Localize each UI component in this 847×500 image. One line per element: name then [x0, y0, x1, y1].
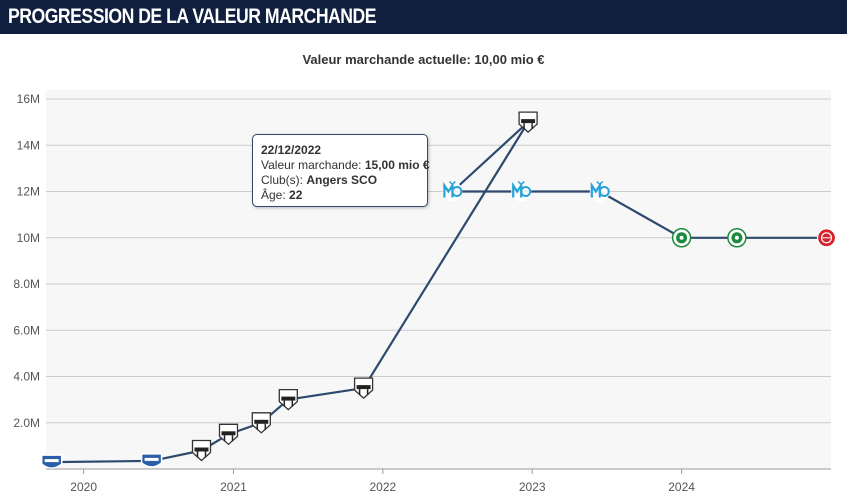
- current-value-subtitle: Valeur marchande actuelle: 10,00 mio €: [302, 52, 545, 67]
- marseille-marker: [442, 180, 463, 202]
- angers-crest-band: [521, 119, 536, 124]
- y-tick-label: 12M: [17, 185, 40, 199]
- marseille-crest-star: [596, 180, 604, 186]
- marseille-crest-star: [517, 180, 525, 186]
- marseille-crest-ring: [598, 186, 610, 197]
- panathinaikos-crest-center: [679, 235, 684, 240]
- angers-marker: [191, 439, 212, 462]
- girona-marker: [816, 228, 837, 248]
- tooltip-club-label: Club(s):: [261, 173, 304, 187]
- y-tick-label: 14M: [17, 138, 40, 152]
- tooltip-club: Angers SCO: [306, 173, 378, 187]
- angers-crest-band: [281, 396, 296, 401]
- y-tick-label: 4.0M: [13, 370, 40, 384]
- marseille-crest-ring: [520, 186, 532, 197]
- angers-crest-band: [221, 431, 236, 436]
- tooltip-value: 15,00 mio €: [364, 158, 430, 172]
- angers-marker: [278, 388, 298, 411]
- y-tick-label: 16M: [17, 92, 40, 106]
- value-tooltip: 22/12/2022 Valeur marchande: 15,00 mio €…: [252, 134, 430, 207]
- x-tick-label: 2022: [369, 480, 396, 494]
- tooltip-value-label: Valeur marchande:: [261, 158, 362, 172]
- troyes-marker: [140, 453, 163, 468]
- section-header: PROGRESSION DE LA VALEUR MARCHANDE: [0, 0, 847, 34]
- panathinaikos-marker: [671, 228, 692, 248]
- tooltip-age-label: Âge:: [261, 188, 286, 202]
- y-axis-ticks: 2.0M 4.0M 6.0M 8.0M 10M 12M 14M 16M: [13, 92, 40, 430]
- troyes-crest-stripe: [144, 457, 159, 461]
- y-tick-label: 8.0M: [13, 277, 40, 291]
- panathinaikos-marker: [727, 228, 747, 248]
- troyes-marker: [40, 454, 63, 469]
- angers-marker: [518, 111, 538, 133]
- marseille-marker: [511, 180, 532, 202]
- y-tick-label: 2.0M: [13, 416, 40, 430]
- x-tick-label: 2023: [519, 480, 546, 494]
- tooltip-age-row: Âge: 22: [261, 188, 419, 203]
- tooltip-age: 22: [289, 188, 303, 202]
- y-tick-label: 6.0M: [13, 323, 40, 337]
- marseille-crest-star: [448, 180, 456, 186]
- tooltip-date: 22/12/2022: [261, 143, 322, 157]
- plot-area: [46, 90, 831, 469]
- x-tick-label: 2024: [668, 480, 695, 494]
- angers-marker: [218, 423, 239, 446]
- club-markers: [40, 111, 837, 469]
- tooltip-club-row: Club(s): Angers SCO: [261, 173, 419, 188]
- y-tick-label: 10M: [17, 231, 40, 245]
- x-tick-label: 2020: [70, 480, 97, 494]
- angers-crest-band: [194, 447, 209, 452]
- section-title: PROGRESSION DE LA VALEUR MARCHANDE: [8, 5, 377, 28]
- panathinaikos-crest-center: [734, 235, 739, 240]
- tooltip-value-row: Valeur marchande: 15,00 mio €: [261, 158, 430, 173]
- angers-marker: [353, 377, 374, 399]
- x-axis-ticks: 2020 2021 2022 2023 2024: [70, 469, 695, 494]
- marseille-crest-ring: [451, 186, 463, 197]
- troyes-crest-stripe: [44, 459, 59, 463]
- angers-crest-band: [254, 419, 269, 424]
- marseille-marker: [589, 180, 610, 202]
- angers-crest-band: [356, 385, 371, 390]
- x-tick-label: 2021: [220, 480, 247, 494]
- angers-marker: [251, 412, 271, 434]
